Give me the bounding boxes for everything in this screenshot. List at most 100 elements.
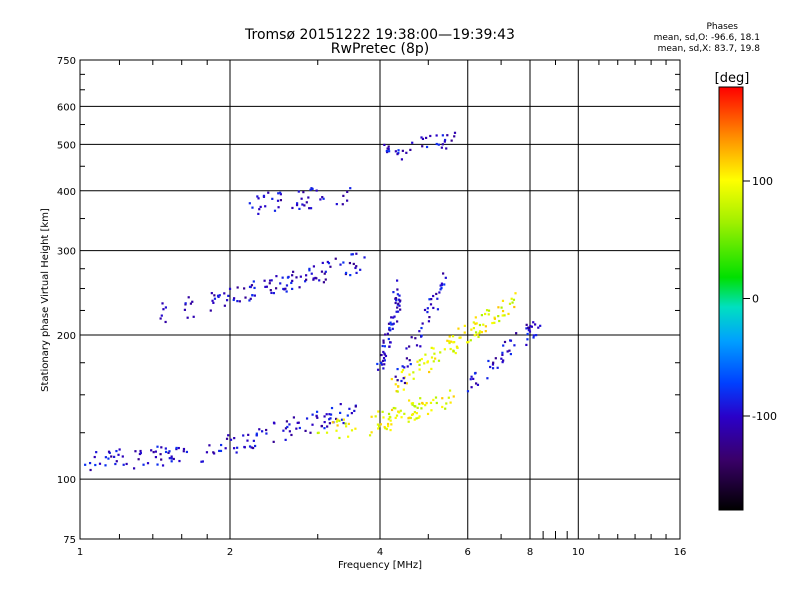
data-point [175, 446, 178, 450]
data-point [383, 353, 386, 356]
data-point [122, 463, 125, 466]
data-point [501, 309, 505, 313]
data-point [304, 280, 307, 283]
data-point [261, 430, 264, 433]
data-point [395, 390, 398, 393]
data-point [264, 205, 267, 208]
data-point [252, 439, 255, 442]
data-point [315, 277, 318, 280]
data-point [220, 443, 223, 447]
data-point [117, 453, 120, 456]
data-point [437, 359, 441, 362]
x-tick-label: 1 [77, 547, 83, 558]
data-point [412, 371, 415, 374]
data-point [501, 314, 504, 317]
data-point [400, 379, 403, 383]
data-point [405, 382, 408, 385]
data-point [318, 279, 321, 282]
data-point [297, 190, 300, 193]
data-point [335, 429, 338, 432]
data-point [435, 142, 438, 146]
data-point [200, 460, 203, 463]
data-point [402, 388, 405, 391]
data-point [419, 397, 422, 400]
x-tick-label: 8 [527, 547, 533, 558]
y-tick-label: 500 [57, 140, 76, 151]
data-point [418, 402, 421, 406]
data-point [377, 427, 380, 430]
data-point [399, 299, 402, 302]
data-point [335, 420, 338, 423]
data-point [396, 306, 399, 309]
y-tick-label: 100 [57, 475, 76, 486]
data-point [418, 359, 421, 362]
data-point [452, 341, 455, 344]
data-point [353, 409, 356, 413]
data-point [421, 137, 425, 141]
data-point [441, 405, 444, 409]
data-point [213, 294, 216, 297]
data-point [407, 420, 410, 423]
data-point [246, 439, 249, 442]
data-point [399, 308, 402, 311]
data-point [254, 444, 257, 448]
data-point [94, 463, 97, 467]
data-point [537, 326, 540, 329]
data-point [438, 291, 441, 294]
data-point [440, 284, 443, 287]
data-point [292, 416, 296, 419]
data-point [233, 297, 236, 300]
data-point [315, 410, 319, 413]
data-point [416, 360, 419, 363]
x-tick-label: 10 [572, 547, 585, 558]
data-point [428, 370, 431, 374]
data-point [285, 420, 289, 423]
data-point [466, 341, 469, 344]
data-point [485, 309, 489, 312]
data-point [132, 467, 136, 470]
data-point [432, 347, 435, 350]
data-point [386, 147, 389, 150]
data-point [415, 412, 418, 415]
data-point [115, 460, 118, 463]
data-point [104, 464, 107, 467]
data-point [452, 395, 455, 398]
data-point [451, 335, 455, 338]
data-point [449, 401, 452, 404]
data-point [329, 265, 332, 268]
data-point [349, 187, 352, 190]
data-point [268, 282, 271, 285]
data-point [420, 334, 423, 337]
data-point [492, 361, 495, 364]
data-point [440, 146, 443, 149]
data-point [303, 204, 306, 207]
data-point [512, 298, 516, 301]
data-point [322, 197, 325, 200]
data-point [279, 193, 282, 196]
data-point [388, 328, 391, 331]
data-point [379, 361, 382, 365]
data-point [323, 427, 326, 430]
data-point [426, 307, 429, 310]
data-point [355, 252, 358, 255]
data-point [440, 287, 443, 290]
data-point [425, 402, 428, 405]
stats-x-mode: mean, sd,X: 83.7, 19.8 [657, 44, 760, 54]
data-point [316, 416, 319, 419]
data-point [447, 396, 450, 399]
data-point [344, 272, 348, 276]
data-point [444, 276, 447, 279]
data-point [446, 134, 449, 137]
data-point [390, 316, 393, 319]
data-point [350, 253, 353, 256]
data-point [389, 321, 392, 324]
data-point [384, 354, 388, 358]
data-point [253, 286, 256, 290]
data-point [436, 308, 440, 311]
data-point [384, 427, 387, 430]
data-point [410, 336, 413, 339]
data-point [525, 323, 528, 326]
data-point [382, 341, 385, 344]
data-point [168, 457, 171, 460]
y-tick-label: 200 [57, 331, 76, 342]
